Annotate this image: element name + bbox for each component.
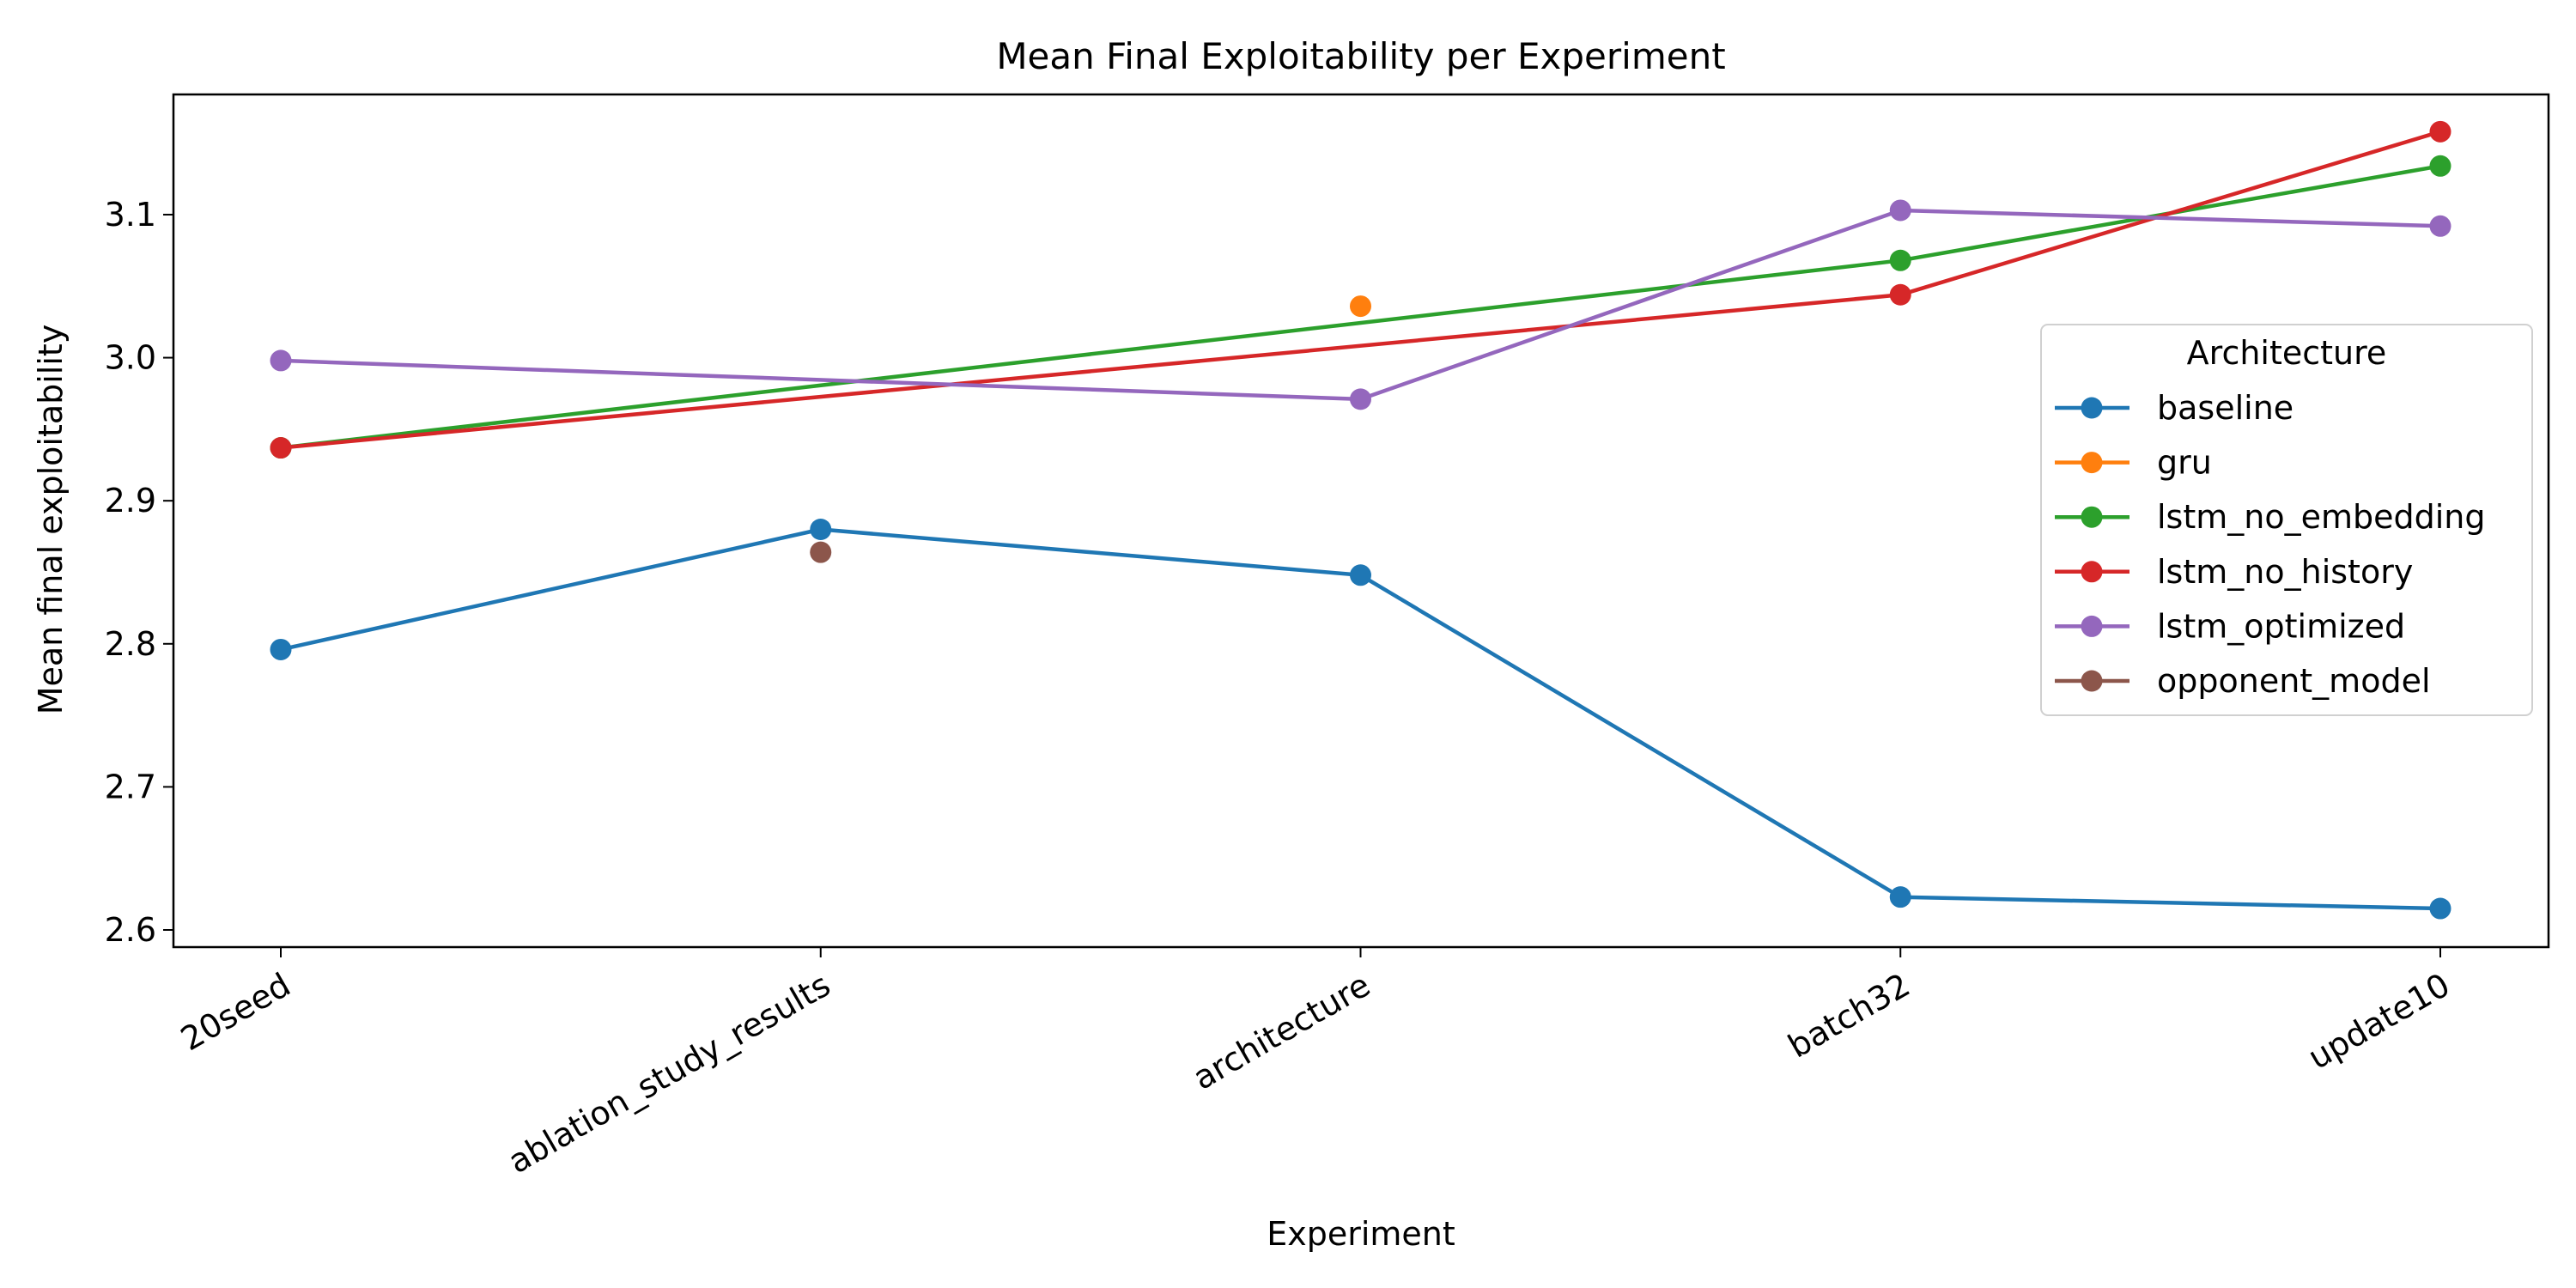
y-tick-label: 3.1 bbox=[105, 196, 156, 234]
legend-marker-gru bbox=[2081, 452, 2103, 474]
x-tick-label: ablation_study_results bbox=[501, 966, 836, 1181]
legend-label-lstm_no_embedding: lstm_no_embedding bbox=[2157, 498, 2486, 536]
legend-marker-lstm_optimized bbox=[2081, 615, 2103, 637]
legend-label-gru: gru bbox=[2157, 444, 2212, 482]
legend-label-baseline: baseline bbox=[2157, 389, 2293, 427]
legend-box bbox=[2040, 324, 2533, 716]
data-point-lstm_no_embedding bbox=[1889, 249, 1911, 271]
y-axis-label: Mean final exploitability bbox=[32, 325, 70, 715]
data-point-opponent_model bbox=[810, 541, 832, 563]
legend-marker-opponent_model bbox=[2081, 670, 2103, 692]
data-point-lstm_no_history bbox=[1889, 283, 1911, 306]
x-tick-label: batch32 bbox=[1782, 966, 1917, 1066]
data-point-baseline bbox=[2429, 897, 2451, 920]
data-point-lstm_optimized bbox=[1889, 199, 1911, 222]
y-tick-label: 2.8 bbox=[105, 625, 156, 663]
data-point-baseline bbox=[1889, 886, 1911, 908]
data-point-lstm_no_history bbox=[2429, 120, 2451, 143]
data-point-lstm_no_history bbox=[270, 437, 292, 459]
chart-title: Mean Final Exploitability per Experiment bbox=[996, 35, 1725, 77]
y-tick-label: 3.0 bbox=[105, 339, 156, 377]
legend-label-lstm_optimized: lstm_optimized bbox=[2157, 607, 2405, 645]
data-point-lstm_optimized bbox=[270, 349, 292, 372]
data-point-lstm_optimized bbox=[1350, 388, 1371, 410]
data-point-baseline bbox=[810, 518, 832, 540]
y-tick-label: 2.6 bbox=[105, 911, 156, 949]
legend-marker-baseline bbox=[2081, 397, 2103, 419]
legend-label-opponent_model: opponent_model bbox=[2157, 662, 2431, 700]
y-tick-label: 2.7 bbox=[105, 768, 156, 805]
legend-marker-lstm_no_embedding bbox=[2081, 506, 2103, 528]
data-point-baseline bbox=[1350, 564, 1371, 586]
legend-label-lstm_no_history: lstm_no_history bbox=[2157, 553, 2413, 591]
x-tick-label: architecture bbox=[1187, 966, 1376, 1097]
legend: Architecture baseline gru lstm_no_embeddin… bbox=[2040, 324, 2533, 716]
data-point-lstm_optimized bbox=[2429, 215, 2451, 237]
y-tick-label: 2.9 bbox=[105, 482, 156, 519]
x-tick-label: 20seed bbox=[174, 966, 296, 1059]
x-axis-label: Experiment bbox=[1267, 1215, 1455, 1253]
data-point-gru bbox=[1350, 295, 1371, 318]
x-tick-label: update10 bbox=[2302, 966, 2457, 1077]
legend-title: Architecture bbox=[2187, 334, 2387, 372]
data-point-lstm_no_embedding bbox=[2429, 155, 2451, 177]
data-point-baseline bbox=[270, 638, 292, 660]
series-line-lstm_optimized bbox=[280, 208, 2441, 402]
legend-marker-lstm_no_history bbox=[2081, 561, 2103, 583]
